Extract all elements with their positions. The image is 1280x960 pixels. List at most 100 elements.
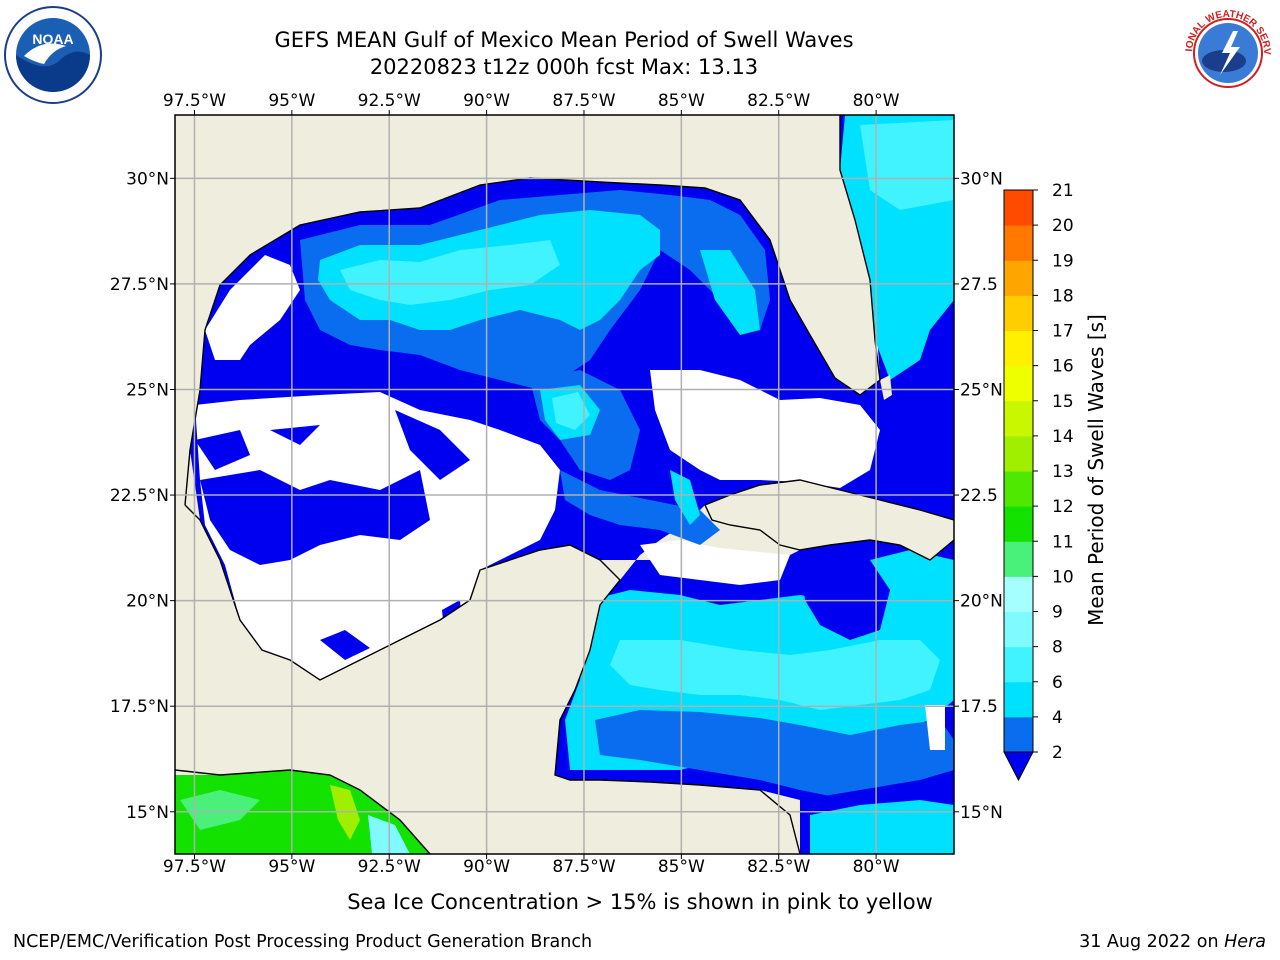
chart-subtitle-run: 20220823 t12z 000h fcst Max: 13.13: [369, 55, 759, 79]
swell-patch: [195, 430, 250, 470]
colorbar-tick-label: 18: [1052, 286, 1074, 306]
colorbar-segment: [1004, 716, 1033, 753]
no-swell-yucatan: [640, 540, 790, 585]
lat-tick-label-left: 30°N: [126, 169, 169, 189]
colorbar-segment: [1004, 681, 1033, 718]
colorbar-segment: [1004, 541, 1033, 577]
lon-tick-label-bottom: 85°W: [658, 857, 705, 877]
lat-tick-label-right: 17.5: [960, 697, 998, 717]
footer-date: 31 Aug 2022 on Hera: [1079, 932, 1266, 952]
colorbar-tick-label: 13: [1052, 462, 1074, 482]
colorbar-segment: [1004, 611, 1033, 648]
colorbar: 2 4 6 8 9 10 11 12 13 14 15 16 17 18 19 20 21: [1003, 181, 1074, 782]
swell-patch: [395, 410, 470, 480]
colorbar-segment: [1004, 435, 1033, 472]
colorbar-segment: [1004, 295, 1033, 331]
swell-10-11s-pacific: [180, 790, 260, 830]
chart-title: GEFS MEAN Gulf of Mexico Mean Period of …: [274, 28, 854, 52]
swell-2-4s: [560, 470, 720, 545]
lon-tick-label-top: 97.5°W: [163, 91, 226, 111]
lat-tick-label-left: 20°N: [126, 592, 169, 612]
coastline-pacific: [175, 769, 431, 854]
lon-tick-label-bottom: 92.5°W: [358, 857, 421, 877]
coastline-mexico: [184, 504, 801, 854]
noaa-logo: NOAA: [4, 6, 102, 104]
colorbar-tick-label: 9: [1052, 603, 1063, 623]
lon-tick-label-bottom: 87.5°W: [552, 857, 615, 877]
colorbar-segment: [1004, 330, 1033, 367]
land-cuba: [705, 480, 954, 560]
colorbar-segment: [1004, 365, 1033, 402]
colorbar-tick-label: 2: [1052, 743, 1063, 763]
lat-tick-label-left: 27.5°N: [110, 275, 169, 295]
lon-tick-label-bottom: 95°W: [268, 857, 315, 877]
map-content: [175, 115, 954, 854]
axis-ticks: 97.5°W 97.5°W 95°W 95°W 92.5°W 92.5°W 90°W 90°W…: [110, 91, 1003, 877]
swell-6-8s-atlantic: [860, 120, 954, 210]
lat-tick-label-right: 27.5: [960, 275, 998, 295]
lat-tick-label-right: 25°N: [960, 380, 1003, 400]
colorbar-segment: [1004, 400, 1033, 437]
nws-logo-graphic: NATIONAL WEATHER SERVICE: [1178, 3, 1276, 101]
swell-6-8s-caribbean: [610, 640, 940, 710]
swell-patch: [320, 630, 370, 660]
lon-tick-label-top: 80°W: [853, 91, 900, 111]
lat-tick-label-left: 17.5°N: [110, 697, 169, 717]
swell-6-8s: [340, 240, 560, 305]
sea-ice-note: Sea Ice Concentration > 15% is shown in …: [0, 890, 1280, 914]
colorbar-tick-label: 4: [1052, 708, 1063, 728]
lat-tick-label-right: 30°N: [960, 169, 1003, 189]
swell-4-6s: [670, 470, 700, 525]
lat-tick-label-left: 15°N: [126, 803, 169, 823]
footer-date-text: 31 Aug 2022 on: [1079, 932, 1219, 952]
colorbar-tick-label: 20: [1052, 216, 1074, 236]
lat-tick-label-right: 15°N: [960, 803, 1003, 823]
colorbar-segment: [1004, 225, 1033, 261]
colorbar-tick-label: 15: [1052, 392, 1074, 412]
colorbar-tick-label: 21: [1052, 181, 1074, 201]
nws-logo: NATIONAL WEATHER SERVICE: [1178, 3, 1278, 103]
land-florida-keys: [880, 375, 892, 400]
swell-2-4s-caribbean: [595, 710, 954, 800]
lon-tick-label-top: 95°W: [268, 91, 315, 111]
land-mexico: [175, 505, 800, 854]
lon-tick-label-top: 90°W: [463, 91, 510, 111]
no-swell-west-coast: [205, 255, 300, 360]
colorbar-tick-label: 19: [1052, 251, 1074, 271]
footer-host: Hera: [1224, 932, 1266, 952]
colorbar-tick-label: 17: [1052, 322, 1074, 342]
lon-tick-label-bottom: 80°W: [853, 857, 900, 877]
colorbar-segment: [1004, 471, 1033, 507]
colorbar-extend-arrow: [1003, 751, 1034, 782]
land-us-gulf-coast: [175, 115, 880, 505]
lon-tick-label-bottom: 82.5°W: [747, 857, 810, 877]
colorbar-tick-label: 16: [1052, 357, 1074, 377]
swell-under-2s-caribbean: [800, 540, 890, 640]
noaa-logo-graphic: NOAA: [4, 6, 102, 104]
lon-tick-label-bottom: 97.5°W: [163, 857, 226, 877]
colorbar-segment: [1004, 576, 1033, 612]
colorbar-segment: [1004, 260, 1033, 296]
lon-tick-label-top: 82.5°W: [747, 91, 810, 111]
swell-patch: [200, 470, 430, 565]
colorbar-segment: [1004, 190, 1033, 226]
colorbar-tick-label: 11: [1052, 532, 1074, 552]
lon-tick-label-bottom: 90°W: [463, 857, 510, 877]
swell-patch: [270, 425, 320, 445]
footer-credit: NCEP/EMC/Verification Post Processing Pr…: [13, 932, 593, 952]
colorbar-tick-label: 8: [1052, 638, 1063, 658]
swell-4-6s-caribbean-south: [810, 800, 954, 854]
swell-6-8s: [552, 392, 590, 430]
lon-tick-label-top: 85°W: [658, 91, 705, 111]
colorbar-segment: [1004, 646, 1033, 683]
colorbar-tick-label: 10: [1052, 567, 1074, 587]
no-swell-east: [650, 370, 880, 488]
colorbar-segment: [1004, 506, 1033, 542]
colorbar-tick-label: 12: [1052, 497, 1074, 517]
lat-tick-label-right: 22.5: [960, 486, 998, 506]
lat-tick-label-left: 25°N: [126, 380, 169, 400]
sea-ice-note-text: Sea Ice Concentration > 15% is shown in …: [347, 890, 933, 914]
noaa-logo-text: NOAA: [32, 31, 73, 47]
map-frame: [174, 114, 955, 855]
